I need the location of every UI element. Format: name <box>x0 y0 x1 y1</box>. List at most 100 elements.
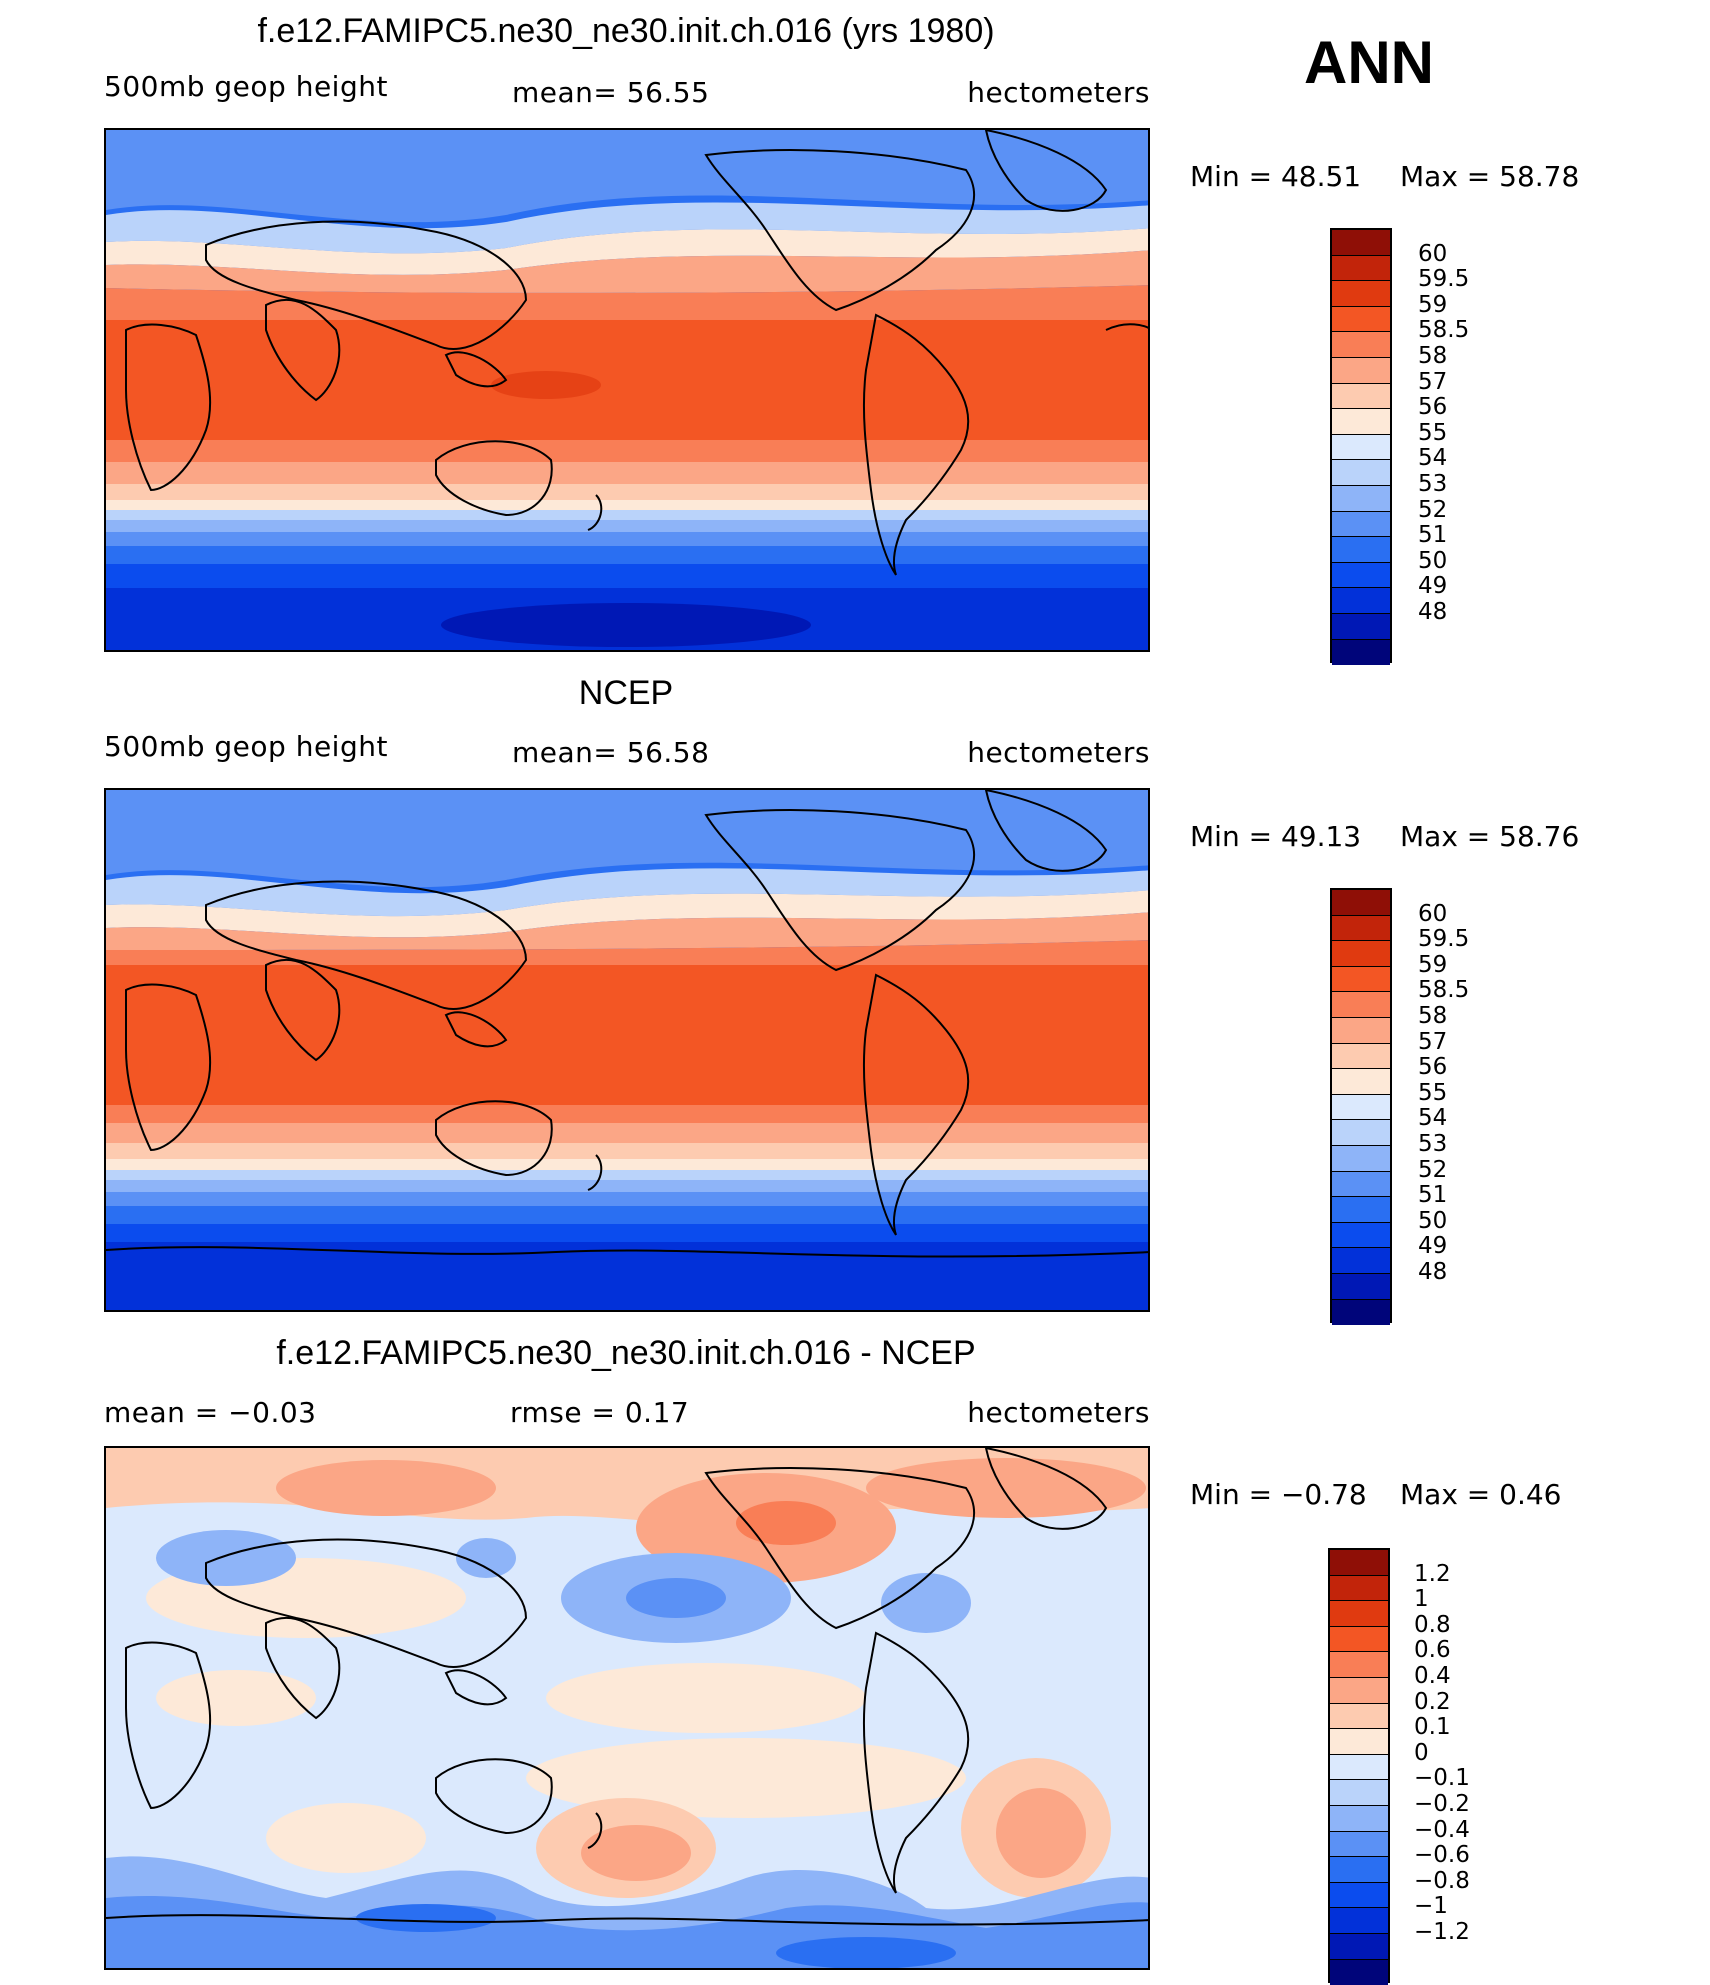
panel3-units-label: hectometers <box>967 1396 1150 1429</box>
colorbar-level-label: 58 <box>1418 1003 1447 1029</box>
colorbar-level-label: 1.2 <box>1414 1561 1451 1587</box>
colorbar-segment <box>1330 1755 1388 1781</box>
colorbar-segment <box>1332 1274 1390 1300</box>
panel2-variable-label: 500mb geop height <box>104 730 388 763</box>
colorbar-segment <box>1330 1806 1388 1832</box>
panel1-title: f.e12.FAMIPC5.ne30_ne30.init.ch.016 (yrs… <box>257 12 994 51</box>
panel3-title: f.e12.FAMIPC5.ne30_ne30.init.ch.016 - NC… <box>276 1334 975 1373</box>
colorbar-level-label: 58.5 <box>1418 977 1469 1003</box>
colorbar-level-label: 51 <box>1418 522 1447 548</box>
panel1-colorbar <box>1330 228 1392 663</box>
colorbar-segment <box>1332 512 1390 538</box>
colorbar-level-label: 54 <box>1418 1105 1447 1131</box>
colorbar-segment <box>1332 1146 1390 1172</box>
colorbar-segment <box>1330 1550 1388 1576</box>
colorbar-level-label: 59 <box>1418 952 1447 978</box>
colorbar-level-label: 0.8 <box>1414 1612 1451 1638</box>
colorbar-segment <box>1330 1678 1388 1704</box>
panel1-map <box>104 128 1150 652</box>
colorbar-segment <box>1332 1120 1390 1146</box>
panel3-map <box>104 1446 1150 1970</box>
colorbar-level-label: 56 <box>1418 394 1447 420</box>
colorbar-segment <box>1332 460 1390 486</box>
colorbar-level-label: 0 <box>1414 1740 1429 1766</box>
colorbar-level-label: 59.5 <box>1418 926 1469 952</box>
colorbar-level-label: 59 <box>1418 292 1447 318</box>
panel2-minmax: Min = 49.13 Max = 58.76 <box>1190 820 1600 853</box>
colorbar-segment <box>1332 435 1390 461</box>
panel1-mean-label: mean= 56.55 <box>512 76 709 109</box>
colorbar-segment <box>1332 384 1390 410</box>
colorbar-segment <box>1330 1576 1388 1602</box>
colorbar-segment <box>1332 588 1390 614</box>
panel3-colorbar <box>1328 1548 1390 1983</box>
colorbar-segment <box>1332 537 1390 563</box>
panel3-min-text: Min = −0.78 <box>1190 1478 1367 1511</box>
colorbar-segment <box>1332 941 1390 967</box>
colorbar-level-label: 48 <box>1418 1259 1447 1285</box>
colorbar-level-label: 52 <box>1418 1157 1447 1183</box>
colorbar-segment <box>1330 1857 1388 1883</box>
colorbar-level-label: 53 <box>1418 471 1447 497</box>
colorbar-level-label: 60 <box>1418 241 1447 267</box>
colorbar-segment <box>1332 563 1390 589</box>
colorbar-level-label: −1.2 <box>1414 1919 1470 1945</box>
colorbar-segment <box>1332 486 1390 512</box>
panel3-mean-label: mean = −0.03 <box>104 1396 316 1429</box>
colorbar-level-label: 57 <box>1418 1029 1447 1055</box>
colorbar-level-label: 54 <box>1418 445 1447 471</box>
colorbar-segment <box>1330 1729 1388 1755</box>
colorbar-segment <box>1330 1960 1388 1985</box>
colorbar-level-label: 59.5 <box>1418 266 1469 292</box>
colorbar-level-label: 57 <box>1418 369 1447 395</box>
colorbar-segment <box>1332 409 1390 435</box>
colorbar-segment <box>1332 1069 1390 1095</box>
colorbar-segment <box>1330 1704 1388 1730</box>
panel2-mean-label: mean= 56.58 <box>512 736 709 769</box>
season-label: ANN <box>1304 28 1434 97</box>
colorbar-segment <box>1330 1627 1388 1653</box>
colorbar-level-label: −0.8 <box>1414 1868 1470 1894</box>
panel3-max-text: Max = 0.46 <box>1400 1478 1562 1511</box>
colorbar-level-label: −0.2 <box>1414 1791 1470 1817</box>
colorbar-segment <box>1330 1832 1388 1858</box>
colorbar-level-label: 48 <box>1418 599 1447 625</box>
colorbar-segment <box>1332 992 1390 1018</box>
colorbar-level-label: 0.2 <box>1414 1689 1451 1715</box>
colorbar-segment <box>1332 332 1390 358</box>
panel2-title: NCEP <box>579 674 673 713</box>
colorbar-segment <box>1330 1601 1388 1627</box>
colorbar-level-label: −0.6 <box>1414 1842 1470 1868</box>
colorbar-segment <box>1332 307 1390 333</box>
colorbar-segment <box>1332 640 1390 666</box>
colorbar-level-label: 60 <box>1418 901 1447 927</box>
colorbar-segment <box>1332 967 1390 993</box>
colorbar-level-label: 50 <box>1418 548 1447 574</box>
colorbar-segment <box>1330 1908 1388 1934</box>
colorbar-level-label: 55 <box>1418 1080 1447 1106</box>
colorbar-segment <box>1332 281 1390 307</box>
colorbar-segment <box>1330 1652 1388 1678</box>
colorbar-segment <box>1332 1223 1390 1249</box>
colorbar-segment <box>1332 614 1390 640</box>
panel2-map <box>104 788 1150 1312</box>
colorbar-segment <box>1332 1300 1390 1326</box>
colorbar-level-label: −0.1 <box>1414 1765 1470 1791</box>
colorbar-segment <box>1330 1883 1388 1909</box>
panel3-rmse-label: rmse = 0.17 <box>510 1396 689 1429</box>
colorbar-segment <box>1332 890 1390 916</box>
colorbar-level-label: 51 <box>1418 1182 1447 1208</box>
colorbar-segment <box>1332 1197 1390 1223</box>
colorbar-level-label: 55 <box>1418 420 1447 446</box>
colorbar-level-label: 53 <box>1418 1131 1447 1157</box>
colorbar-level-label: 0.4 <box>1414 1663 1451 1689</box>
colorbar-segment <box>1332 1044 1390 1070</box>
colorbar-segment <box>1332 916 1390 942</box>
colorbar-segment <box>1332 358 1390 384</box>
colorbar-level-label: 49 <box>1418 573 1447 599</box>
colorbar-level-label: 49 <box>1418 1233 1447 1259</box>
panel2-min-text: Min = 49.13 <box>1190 820 1361 853</box>
colorbar-segment <box>1332 1095 1390 1121</box>
panel1-max-text: Max = 58.78 <box>1400 160 1579 193</box>
colorbar-level-label: −1 <box>1414 1893 1448 1919</box>
